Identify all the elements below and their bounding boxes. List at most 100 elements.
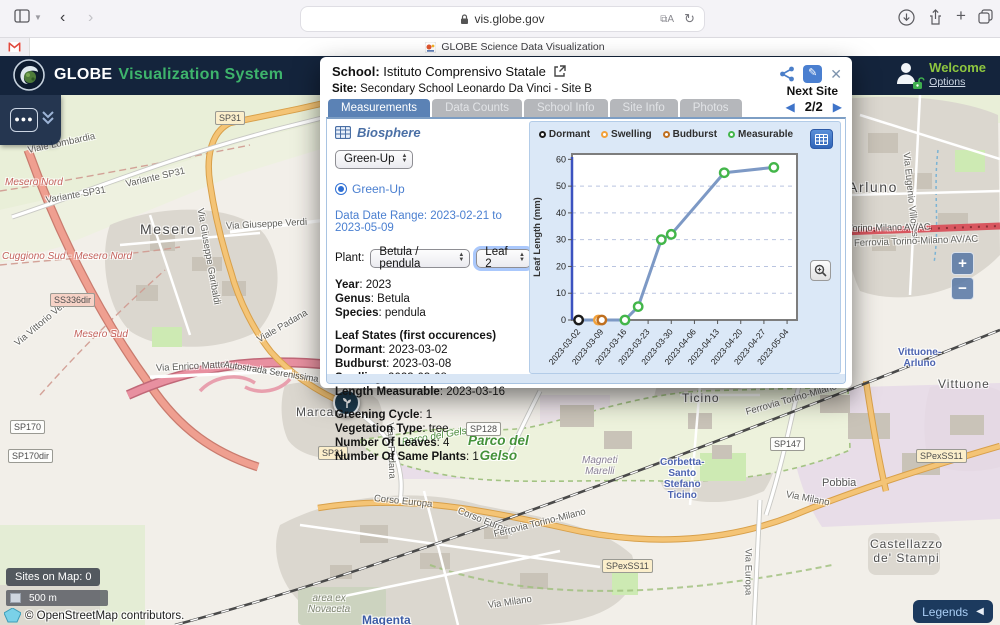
- tab-school-info[interactable]: School Info: [524, 99, 608, 118]
- legend-marker-icon: [663, 131, 670, 138]
- map-label: Vittuone- Arluno: [898, 347, 941, 369]
- sidebar-icon[interactable]: [14, 9, 30, 26]
- svg-text:50: 50: [556, 181, 566, 191]
- panel-content: Biosphere Green-Up ▲▼ Green-Up Data Date…: [326, 117, 846, 384]
- svg-text:10: 10: [556, 288, 566, 298]
- detail-row: Vegetation Type: tree: [335, 422, 531, 436]
- map-label: area ex Novaceta: [308, 593, 350, 615]
- forward-icon[interactable]: ›: [88, 9, 93, 27]
- translate-icon[interactable]: ⧉A: [660, 14, 674, 25]
- sphere-title: Biosphere: [357, 125, 421, 140]
- close-icon[interactable]: ✕: [830, 66, 842, 83]
- map-label: Cuggiono Sud - Mesero Nord: [2, 251, 132, 262]
- brand-globe: GLOBE: [54, 66, 112, 83]
- select-stepper-icon: ▲▼: [458, 253, 464, 263]
- collapse-chevrons-icon[interactable]: [41, 110, 55, 131]
- downloads-icon[interactable]: [898, 9, 915, 29]
- pinned-tab-gmail[interactable]: [0, 38, 30, 56]
- school-name: Istituto Comprensivo Statale: [383, 64, 546, 79]
- map-label: Vittuone: [938, 377, 990, 391]
- chevron-down-icon[interactable]: ▼: [34, 13, 42, 22]
- gmail-icon: [8, 42, 21, 52]
- svg-text:0: 0: [561, 315, 566, 325]
- user-icon[interactable]: [895, 60, 921, 91]
- select-stepper-icon: ▲▼: [402, 154, 408, 164]
- protocol-select[interactable]: Green-Up ▲▼: [335, 150, 413, 169]
- legend-item-budburst[interactable]: Budburst: [663, 129, 717, 140]
- protocol-select-value: Green-Up: [344, 153, 395, 165]
- tab-measurements[interactable]: Measurements: [328, 99, 430, 118]
- detail-row: Year: 2023: [335, 278, 531, 292]
- school-label: School:: [332, 64, 380, 79]
- road-ref-badge: SS336dir: [50, 293, 95, 307]
- road-ref-badge: SP170: [10, 420, 45, 434]
- tab-photos[interactable]: Photos: [680, 99, 742, 118]
- sites-on-map-badge: Sites on Map: 0: [6, 568, 100, 586]
- external-link-icon[interactable]: [553, 65, 566, 77]
- reload-icon[interactable]: ↻: [684, 11, 695, 27]
- map-label: Pobbia: [822, 477, 856, 489]
- plant-label: Plant:: [335, 252, 364, 264]
- unlocked-padlock-icon: [912, 77, 925, 90]
- chart-legend: Dormant Swelling Budburst Measurable: [530, 129, 802, 140]
- url-text: vis.globe.gov: [474, 12, 544, 26]
- data-table-button[interactable]: [810, 129, 833, 149]
- zoom-out-button[interactable]: −: [951, 277, 974, 300]
- date-range-label: Data Date Range:: [335, 210, 427, 222]
- active-browser-tab[interactable]: GLOBE Science Data Visualization: [30, 38, 1000, 56]
- chart-zoom-button[interactable]: [810, 260, 831, 281]
- leaf-states-heading: Leaf States (first occurences): [335, 329, 531, 343]
- map-label: Mesero Sud: [74, 329, 128, 340]
- edit-icon[interactable]: ✎: [803, 65, 822, 83]
- leaf-select-value: Leaf 2: [485, 246, 512, 270]
- zoom-in-button[interactable]: +: [951, 252, 974, 275]
- share-icon[interactable]: [928, 9, 943, 29]
- leaf-select[interactable]: Leaf 2 ▲▼: [476, 249, 531, 268]
- share-site-icon[interactable]: [779, 66, 795, 82]
- browser-toolbar: ▼ ‹ › vis.globe.gov ⧉A ↻ +: [0, 0, 1000, 38]
- leaflet-logo-icon: [4, 608, 21, 623]
- brand: GLOBE Visualization System: [54, 66, 283, 84]
- tab-data-counts[interactable]: Data Counts: [432, 99, 522, 118]
- address-bar[interactable]: vis.globe.gov ⧉A ↻: [300, 6, 705, 32]
- pager-count: 2/2: [805, 99, 823, 114]
- options-link[interactable]: Options: [929, 76, 986, 88]
- map-label: Magneti Marelli: [582, 455, 618, 477]
- tab-overview-icon[interactable]: [978, 9, 993, 27]
- road-ref-badge: SPexSS11: [916, 449, 967, 463]
- site-name: Secondary School Leonardo Da Vinci - Sit…: [360, 83, 592, 95]
- map-label: Arluno: [848, 179, 898, 195]
- new-tab-icon[interactable]: +: [956, 6, 966, 26]
- back-icon[interactable]: ‹: [60, 9, 65, 27]
- legends-button[interactable]: Legends ◀: [913, 600, 993, 623]
- brand-vis-system: Visualization System: [118, 66, 283, 83]
- legend-item-swelling[interactable]: Swelling: [601, 129, 652, 140]
- site-detail-popup: School: Istituto Comprensivo Statale Sit…: [320, 57, 852, 388]
- school-line: School: Istituto Comprensivo Statale: [332, 64, 566, 79]
- svg-text:40: 40: [556, 208, 566, 218]
- prev-site-arrow[interactable]: ◀: [785, 100, 794, 114]
- legend-item-dormant[interactable]: Dormant: [539, 129, 590, 140]
- plant-select[interactable]: Betula / pendula ▲▼: [370, 249, 470, 268]
- greenup-radio[interactable]: [335, 183, 347, 195]
- map-label: Castellazzo de' Stampi: [870, 537, 943, 565]
- biosphere-table-icon: [335, 126, 351, 139]
- detail-row: Number Of Leaves: 4: [335, 436, 531, 450]
- magnifier-icon: [814, 264, 827, 277]
- map-menu-button[interactable]: ●●●: [10, 108, 38, 132]
- legend-item-measurable[interactable]: Measurable: [728, 129, 793, 140]
- plant-select-value: Betula / pendula: [379, 246, 451, 270]
- tab-site-info[interactable]: Site Info: [610, 99, 678, 118]
- next-site-label: Next Site: [787, 84, 838, 98]
- map-label: Mesero: [140, 221, 196, 237]
- detail-row: Number Of Same Plants: 1: [335, 450, 531, 464]
- attribution-text[interactable]: © OpenStreetMap contributors.: [25, 610, 184, 622]
- table-icon: [815, 134, 828, 145]
- map-tools-panel: ●●●: [0, 95, 61, 145]
- detail-row: Species: pendula: [335, 306, 531, 320]
- next-site-arrow[interactable]: ▶: [833, 100, 842, 114]
- measurements-left-column: Biosphere Green-Up ▲▼ Green-Up Data Date…: [335, 125, 531, 464]
